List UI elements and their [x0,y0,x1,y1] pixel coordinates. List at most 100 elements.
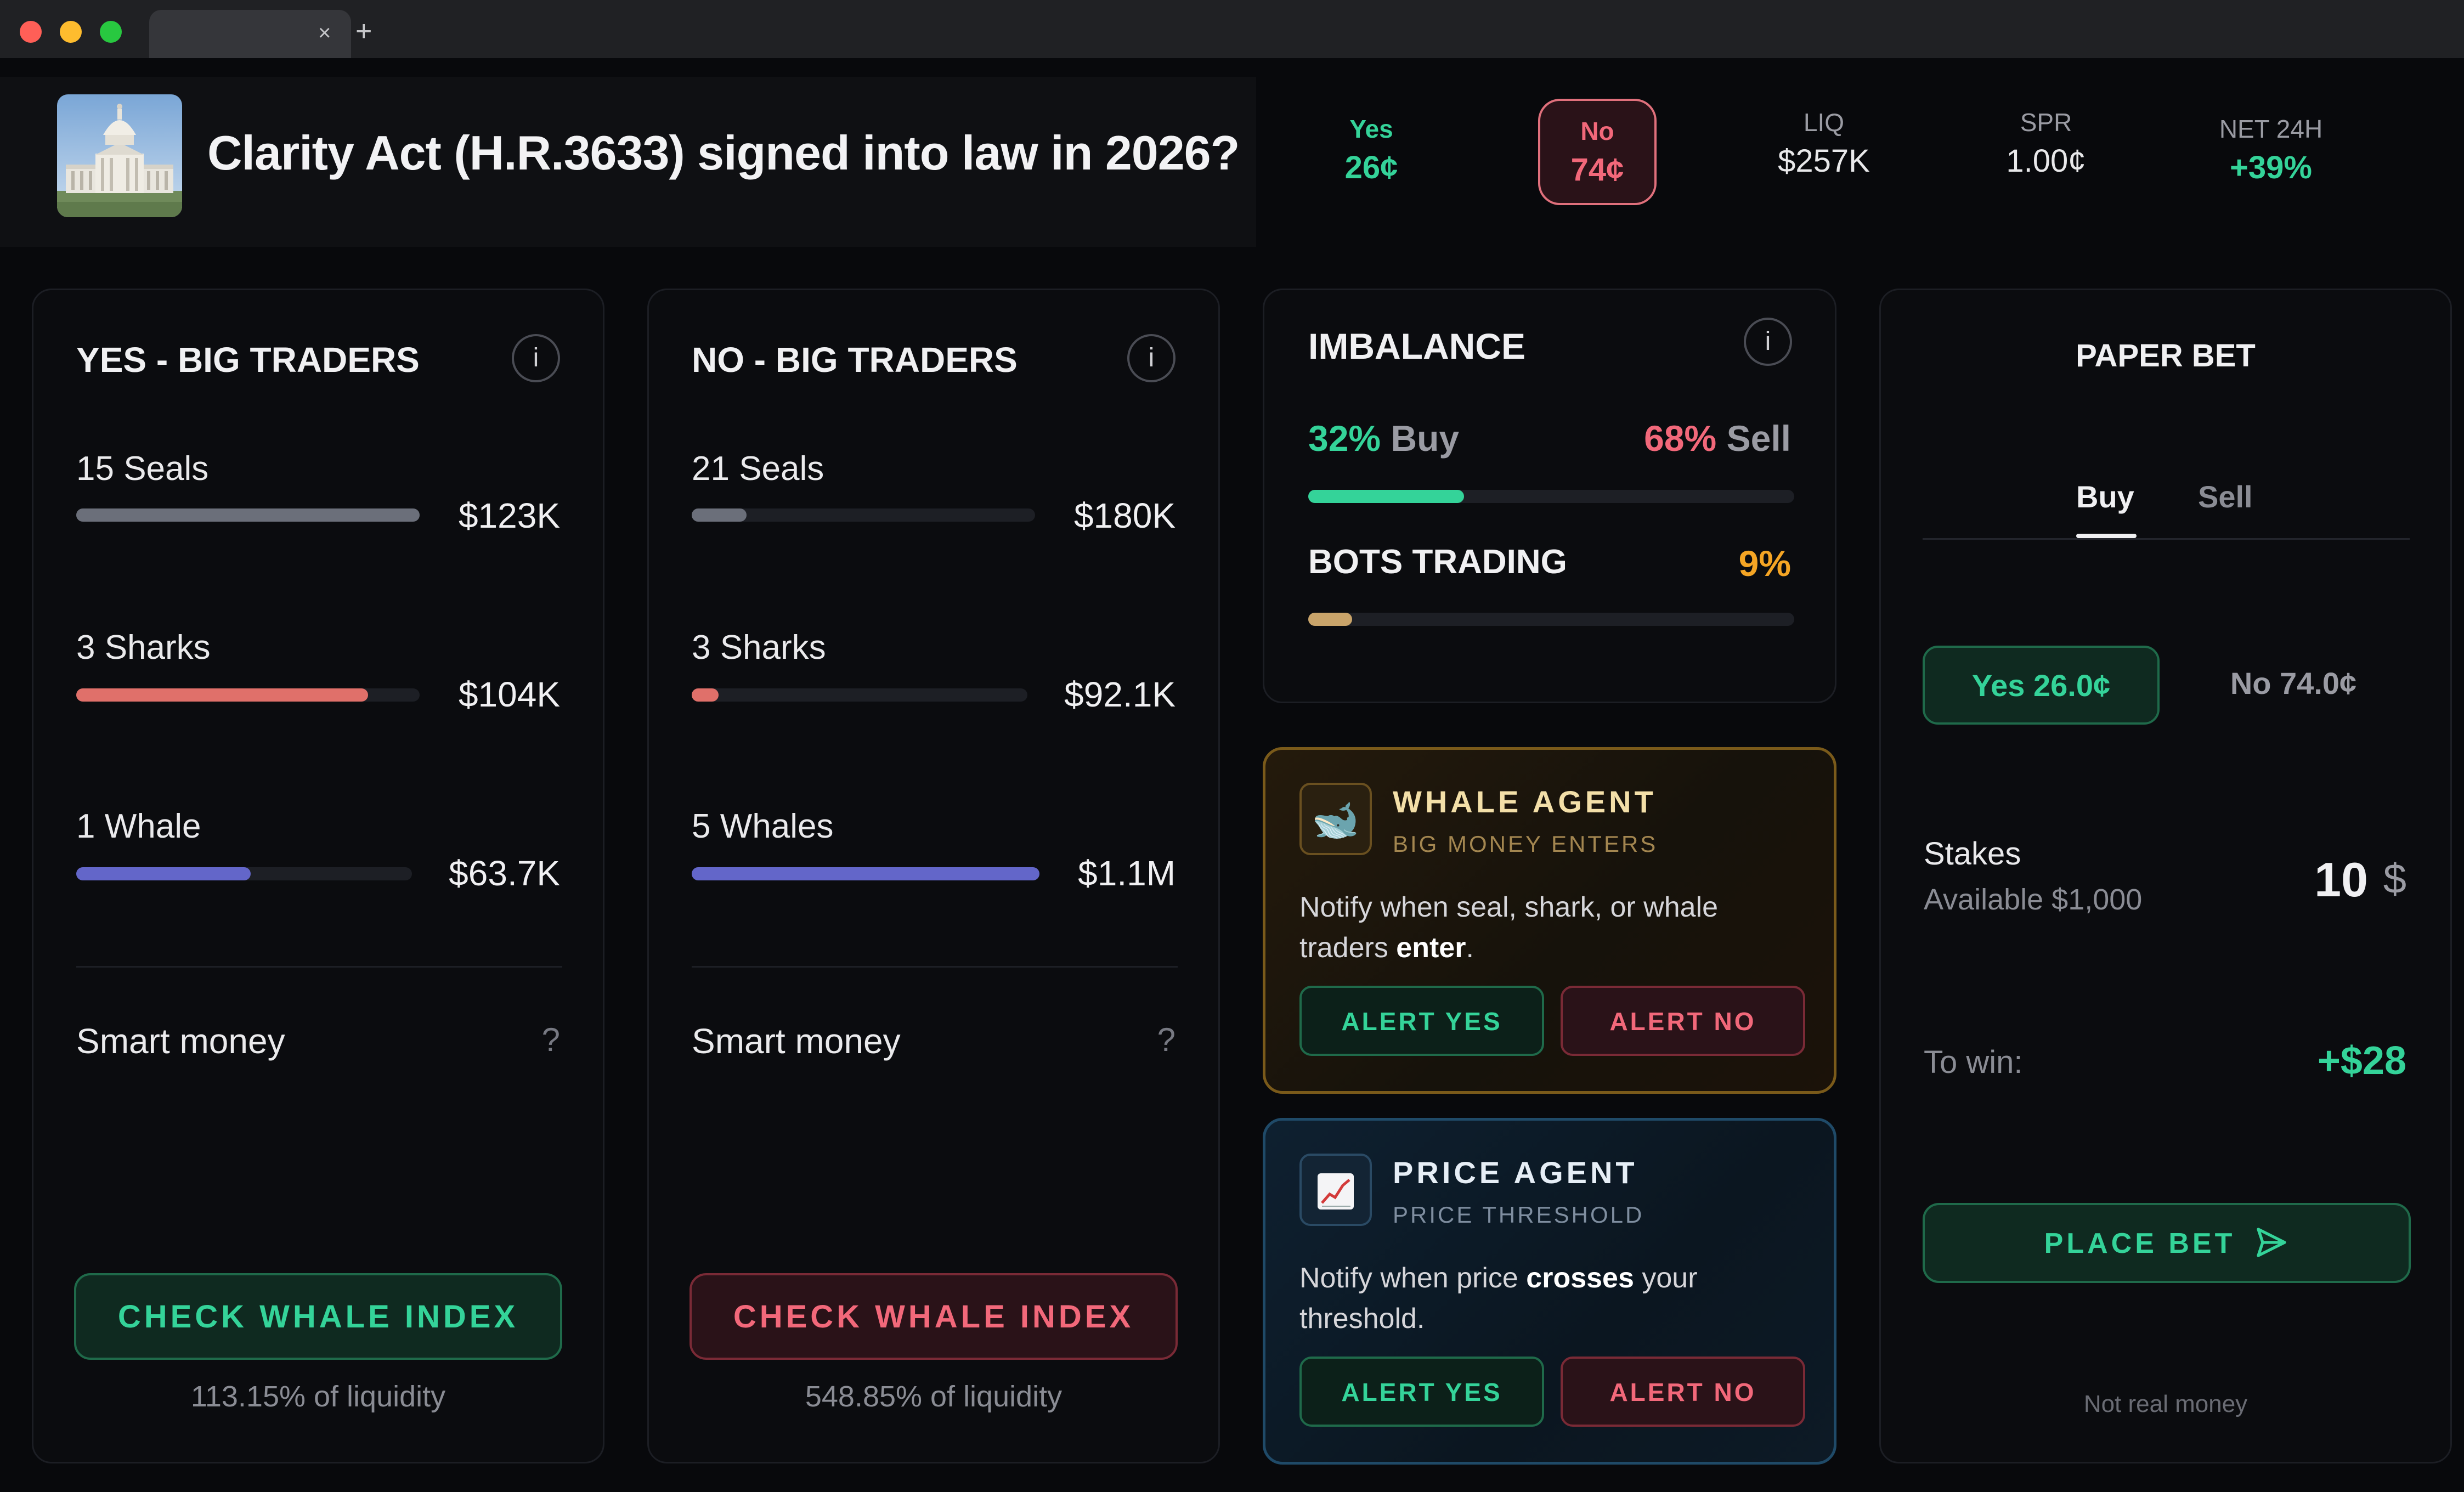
place-bet-label: PLACE BET [2044,1228,2236,1259]
no-big-traders-panel: NO - BIG TRADERS i 21 Seals $180K 3 Shar… [647,289,1220,1463]
imbalance-panel: IMBALANCE i 32% Buy 68% Sell BOTS TRADIN… [1263,289,1836,703]
check-whale-index-button[interactable]: CHECK WHALE INDEX [690,1273,1178,1360]
tier-amount-seals: $180K [1073,496,1176,535]
browser-tab[interactable] [149,10,351,58]
tier-amount-seals: $123K [458,496,560,535]
tab-sell[interactable]: Sell [2198,479,2253,514]
whale-icon: 🐋 [1299,783,1372,855]
to-win-value: +$28 [2317,1039,2406,1083]
window-minimize-button[interactable] [60,21,82,43]
net-24h-label: NET 24H [2219,115,2323,143]
agent-name: PRICE AGENT [1393,1155,1638,1190]
info-icon[interactable]: i [1127,334,1176,382]
alert-no-button[interactable]: ALERT NO [1561,986,1805,1056]
tier-bar-fill-whales [692,867,1039,880]
whale-agent-card: 🐋 WHALE AGENT BIG MONEY ENTERS Notify wh… [1263,747,1836,1094]
tab-buy[interactable]: Buy [2076,479,2134,514]
window-close-button[interactable] [20,21,42,43]
buy-bar-fill [1308,490,1464,503]
tier-bar-fill-seals [76,508,420,522]
divider [76,966,562,968]
price-agent-card: PRICE AGENT PRICE THRESHOLD Notify when … [1263,1118,1836,1465]
place-bet-button[interactable]: PLACE BET [1923,1203,2411,1283]
market-title: Clarity Act (H.R.3633) signed into law i… [207,126,1240,180]
tier-label-sharks: 3 Sharks [692,629,826,666]
info-icon[interactable]: i [512,334,560,382]
available-balance: Available $1,000 [1924,883,2143,916]
tier-label-seals: 21 Seals [692,450,824,488]
liquidity-note: 113.15% of liquidity [190,1380,446,1413]
agent-description: Notify when price crosses your threshold… [1299,1258,1793,1339]
sell-share: 68% Sell [1644,417,1791,459]
yes-price-label: Yes [1349,115,1393,143]
no-price-stat[interactable]: No 74¢ [1538,99,1657,205]
tier-bar-whales [76,867,412,880]
tab-close-icon[interactable]: × [318,21,331,45]
send-icon [2257,1228,2287,1257]
alert-no-button[interactable]: ALERT NO [1561,1357,1805,1427]
outcome-no-button[interactable]: No 74.0¢ [2230,666,2357,700]
sell-percent: 68% [1644,418,1717,459]
agent-subtitle: BIG MONEY ENTERS [1393,831,1658,857]
description-text: Notify when seal, shark, or whale trader… [1299,891,1719,964]
yes-price-stat[interactable]: Yes 26¢ [1311,114,1432,186]
stakes-label: Stakes [1924,836,2021,872]
market-header [0,77,1256,247]
paper-bet-title: PAPER BET [2076,338,2256,374]
bots-trading-bar [1308,613,1794,626]
tier-bar-fill-whales [76,867,251,880]
yes-big-traders-panel: YES - BIG TRADERS i 15 Seals $123K 3 Sha… [32,289,604,1463]
tier-bar-sharks [76,688,420,702]
liquidity-value: $257K [1778,143,1870,179]
tabs-divider [1923,538,2410,540]
currency-symbol: $ [2383,856,2406,902]
tier-amount-sharks: $104K [458,675,560,714]
tier-label-sharks: 3 Sharks [76,629,211,666]
net-24h-stat: NET 24H +39% [2200,114,2342,186]
tier-bar-sharks [692,688,1027,702]
active-tab-indicator [2076,534,2137,538]
liquidity-stat: LIQ $257K [1755,108,1892,179]
yes-price-value: 26¢ [1344,150,1398,185]
buy-percent: 32% [1308,418,1381,459]
no-price-value: 74¢ [1570,152,1624,188]
panel-title: NO - BIG TRADERS [692,340,1018,380]
alert-yes-button[interactable]: ALERT YES [1299,986,1544,1056]
window-zoom-button[interactable] [100,21,122,43]
agent-description: Notify when seal, shark, or whale trader… [1299,887,1793,968]
tier-bar-seals [76,508,420,522]
description-text-end: . [1466,932,1474,964]
tier-bar-fill-seals [692,508,747,522]
net-24h-value: +39% [2230,150,2312,185]
spread-value: 1.00¢ [2006,143,2086,179]
help-icon[interactable]: ? [1157,1021,1176,1058]
buy-label: Buy [1391,418,1460,459]
divider [692,966,1178,968]
chart-icon [1299,1154,1372,1226]
bots-bar-fill [1308,613,1352,626]
buy-sell-bar [1308,490,1794,503]
info-icon[interactable]: i [1744,318,1792,366]
tier-bar-seals [692,508,1035,522]
tier-label-seals: 15 Seals [76,450,209,488]
check-whale-index-button[interactable]: CHECK WHALE INDEX [74,1273,562,1360]
liquidity-note: 548.85% of liquidity [805,1380,1063,1413]
liquidity-label: LIQ [1803,108,1845,137]
help-icon[interactable]: ? [541,1021,560,1058]
spread-stat: SPR 1.00¢ [1986,108,2106,179]
alert-yes-button[interactable]: ALERT YES [1299,1357,1544,1427]
bots-trading-percent: 9% [1738,543,1791,584]
new-tab-button[interactable]: + [355,15,372,47]
paper-bet-panel: PAPER BET Buy Sell Yes 26.0¢ No 74.0¢ St… [1879,289,2452,1463]
outcome-yes-button[interactable]: Yes 26.0¢ [1923,646,2160,725]
smart-money-label: Smart money [76,1021,285,1061]
stake-amount-input[interactable]: 10 [2314,852,2368,907]
tier-label-whales: 5 Whales [692,807,834,845]
tier-bar-fill-sharks [76,688,369,702]
sell-label: Sell [1726,418,1791,459]
description-text: Notify when price [1299,1262,1527,1294]
agent-subtitle: PRICE THRESHOLD [1393,1202,1644,1228]
no-price-label: No [1580,117,1614,145]
imbalance-title: IMBALANCE [1308,326,1525,366]
panel-title: YES - BIG TRADERS [76,340,420,380]
